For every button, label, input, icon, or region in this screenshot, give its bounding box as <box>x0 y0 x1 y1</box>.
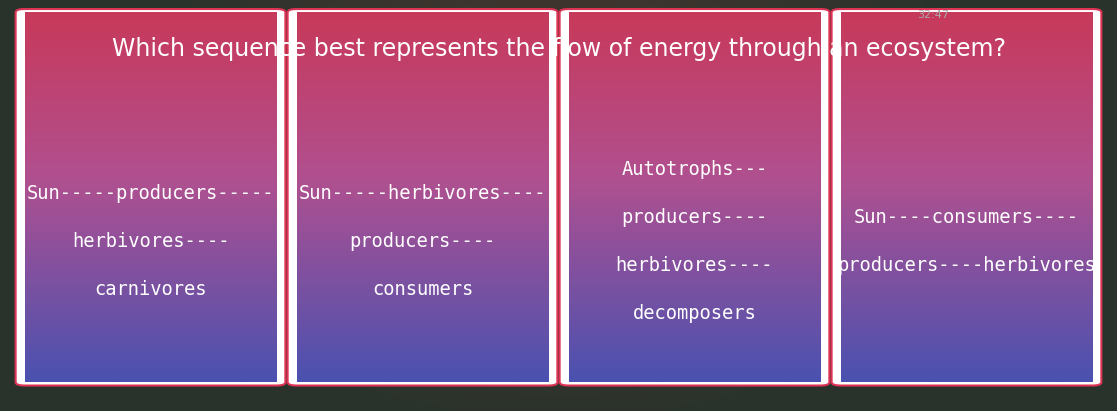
Text: consumers: consumers <box>372 280 474 299</box>
Text: Sun-----herbivores----: Sun-----herbivores---- <box>298 184 546 203</box>
Text: 32:47: 32:47 <box>917 10 948 20</box>
Text: producers----: producers---- <box>621 208 767 227</box>
Text: producers----: producers---- <box>350 232 496 251</box>
Text: Which sequence best represents the flow of energy through an ecosystem?: Which sequence best represents the flow … <box>112 37 1005 61</box>
Text: herbivores----: herbivores---- <box>71 232 229 251</box>
Text: producers----herbivores: producers----herbivores <box>837 256 1096 275</box>
Text: carnivores: carnivores <box>94 280 207 299</box>
Text: Autotrophs---: Autotrophs--- <box>621 160 767 179</box>
Text: herbivores----: herbivores---- <box>615 256 773 275</box>
Text: Sun-----producers-----: Sun-----producers----- <box>27 184 275 203</box>
FancyBboxPatch shape <box>287 9 557 386</box>
Text: decomposers: decomposers <box>632 304 756 323</box>
FancyBboxPatch shape <box>16 9 286 386</box>
FancyBboxPatch shape <box>560 9 829 386</box>
FancyBboxPatch shape <box>831 9 1101 386</box>
Text: Sun----consumers----: Sun----consumers---- <box>855 208 1079 227</box>
